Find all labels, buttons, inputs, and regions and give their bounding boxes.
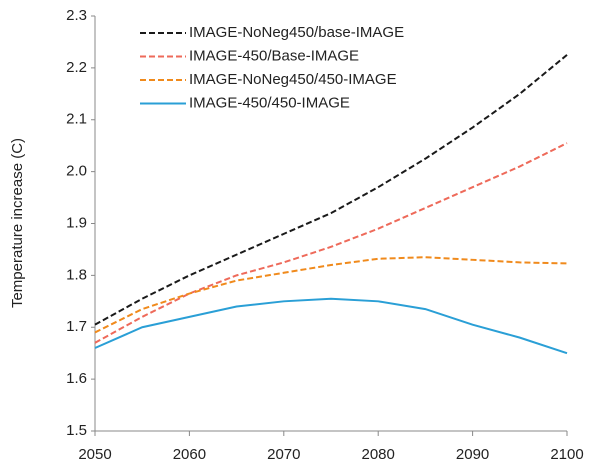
x-tick-label: 2100 [550,446,583,463]
series-line [94,54,568,326]
y-tick-label: 2.2 [66,59,87,76]
legend-label: IMAGE-NoNeg450/base-IMAGE [189,24,404,41]
legend-label: IMAGE-450/450-IMAGE [189,94,350,111]
y-tick-label: 2.0 [66,163,87,180]
series-line [94,297,568,355]
legend-label: IMAGE-NoNeg450/450-IMAGE [189,71,397,88]
y-tick-label: 1.9 [66,214,87,231]
y-axis-label: Temperature increase (C) [9,138,26,308]
x-tick-label: 2060 [173,446,206,463]
y-tick-label: 2.1 [66,111,87,128]
x-tick-label: 2080 [362,446,395,463]
y-tick-label: 2.3 [66,7,87,24]
y-tick-label: 1.6 [66,370,87,387]
x-tick-label: 2090 [456,446,489,463]
y-tick-label: 1.7 [66,318,87,335]
series-line [94,142,568,344]
x-tick-label: 2070 [267,446,300,463]
y-tick-label: 1.8 [66,266,87,283]
x-tick-label: 2050 [78,446,111,463]
legend-label: IMAGE-450/Base-IMAGE [189,47,359,64]
series-line [94,256,568,334]
y-tick-label: 1.5 [66,422,87,439]
